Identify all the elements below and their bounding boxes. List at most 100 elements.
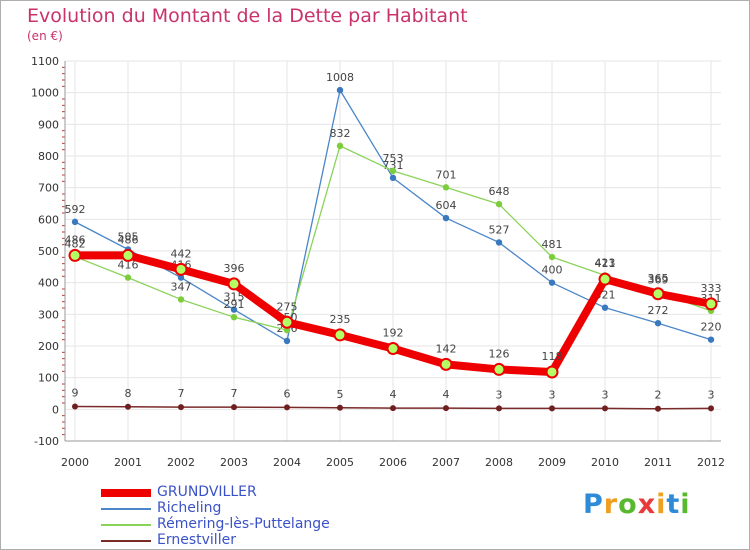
y-tick-label: 300	[38, 308, 59, 321]
data-label-richeling: 220	[701, 321, 722, 334]
x-tick-label: 2005	[326, 456, 354, 469]
data-point-grundviller	[439, 357, 453, 371]
data-label-grundviller: 486	[65, 233, 86, 246]
data-label-richeling: 315	[224, 291, 245, 304]
logo-letter: x	[637, 489, 657, 520]
data-label-ernestviller: 7	[178, 387, 185, 400]
data-point-richeling	[177, 274, 185, 281]
data-point-ernestviller	[178, 404, 184, 411]
x-tick-label: 2004	[273, 456, 301, 469]
data-point-grundviller	[333, 328, 347, 342]
data-label-ernestviller: 8	[125, 387, 132, 400]
data-point-remering-les-puttelange	[389, 167, 397, 175]
data-label-remering-les-puttelange: 832	[330, 127, 351, 140]
data-label-remering-les-puttelange: 369	[648, 273, 669, 286]
data-point-grundviller	[174, 262, 188, 276]
data-point-ernestviller	[284, 404, 290, 411]
data-label-grundviller: 411	[595, 257, 616, 270]
data-label-remering-les-puttelange: 423	[595, 256, 616, 269]
data-point-ernestviller	[602, 405, 608, 412]
data-label-ernestviller: 6	[284, 387, 291, 400]
y-tick-label: 700	[38, 182, 59, 195]
line-chart: -100 0 100 200 300 400 500 600 700 800 900 1000 1100…	[31, 55, 725, 469]
data-point-grundviller	[121, 248, 135, 262]
data-point-grundviller	[280, 315, 294, 329]
data-label-ernestviller: 7	[231, 387, 238, 400]
y-tick-label: 400	[38, 277, 59, 290]
data-label-grundviller: 118	[542, 350, 563, 363]
logo-letter: P	[583, 489, 604, 520]
data-point-grundviller	[651, 287, 665, 301]
x-tick-label: 2000	[61, 456, 89, 469]
data-point-remering-les-puttelange	[548, 253, 556, 261]
data-label-richeling: 400	[542, 264, 563, 277]
data-label-ernestviller: 5	[337, 388, 344, 401]
chart-title: Evolution du Montant de la Dette par Hab…	[27, 5, 468, 27]
y-tick-label: 500	[38, 245, 59, 258]
data-point-richeling	[230, 306, 238, 313]
y-tick-label: 1100	[31, 55, 59, 68]
data-point-richeling	[389, 174, 397, 182]
data-label-remering-les-puttelange: 648	[489, 185, 510, 198]
data-label-grundviller: 142	[436, 342, 457, 355]
data-label-richeling: 505	[118, 230, 139, 243]
x-tick-label: 2009	[538, 456, 566, 469]
data-point-ernestviller	[72, 403, 78, 410]
data-label-richeling: 527	[489, 223, 510, 236]
data-label-grundviller: 192	[383, 327, 404, 340]
x-tick-label: 2012	[697, 456, 725, 469]
data-label-remering-les-puttelange: 482	[65, 238, 86, 251]
legend-label-ernestviller: Ernestviller	[157, 532, 236, 548]
x-tick-label: 2010	[591, 456, 619, 469]
data-point-grundviller	[598, 272, 612, 286]
data-point-grundviller	[227, 277, 241, 291]
data-point-remering-les-puttelange	[336, 142, 344, 150]
data-point-grundviller	[492, 362, 506, 376]
logo-letter: i	[680, 489, 691, 520]
data-label-ernestviller: 3	[549, 388, 556, 401]
data-label-richeling: 604	[436, 199, 457, 212]
data-point-grundviller	[68, 248, 82, 262]
data-point-ernestviller	[231, 404, 237, 411]
data-label-ernestviller: 3	[602, 388, 609, 401]
logo-letter: r	[603, 489, 619, 520]
legend-swatch-grundviller	[101, 489, 151, 497]
data-point-ernestviller	[549, 405, 555, 412]
data-label-remering-les-puttelange: 416	[118, 259, 139, 272]
chart-subtitle: (en €)	[27, 29, 63, 43]
y-tick-label: 900	[38, 118, 59, 131]
y-tick-label: 800	[38, 150, 59, 163]
legend-swatch-richeling	[101, 508, 151, 510]
data-label-richeling: 272	[648, 304, 669, 317]
data-point-ernestviller	[496, 405, 502, 412]
data-label-ernestviller: 4	[443, 388, 450, 401]
data-label-grundviller: 275	[277, 300, 298, 313]
y-tick-label: -100	[34, 435, 59, 448]
logo-letter: o	[618, 489, 638, 520]
legend-label-grundviller: GRUNDVILLER	[157, 484, 257, 500]
legend-swatch-ernestviller	[101, 540, 151, 542]
data-point-richeling	[442, 214, 450, 222]
data-label-ernestviller: 9	[72, 386, 79, 399]
data-point-richeling	[707, 336, 715, 343]
data-point-richeling	[548, 279, 556, 286]
data-point-richeling	[283, 337, 291, 345]
data-label-richeling: 1008	[326, 71, 354, 84]
x-tick-label: 2006	[379, 456, 407, 469]
x-tick-label: 2002	[167, 456, 195, 469]
data-label-grundviller: 396	[224, 262, 245, 275]
data-point-remering-les-puttelange	[495, 200, 503, 208]
x-tick-label: 2003	[220, 456, 248, 469]
data-label-ernestviller: 2	[655, 389, 662, 402]
data-label-ernestviller: 3	[708, 388, 715, 401]
data-label-remering-les-puttelange: 291	[224, 298, 245, 311]
data-point-ernestviller	[655, 405, 661, 412]
data-label-grundviller: 333	[701, 282, 722, 295]
data-label-grundviller: 442	[171, 247, 192, 260]
data-label-remering-les-puttelange: 753	[383, 152, 404, 165]
data-point-grundviller	[704, 297, 718, 311]
data-point-ernestviller	[708, 405, 714, 412]
data-point-richeling	[654, 320, 662, 327]
data-point-grundviller	[545, 365, 559, 379]
legend-label-remering-les-puttelange: Rémering-lès-Puttelange	[157, 516, 330, 532]
